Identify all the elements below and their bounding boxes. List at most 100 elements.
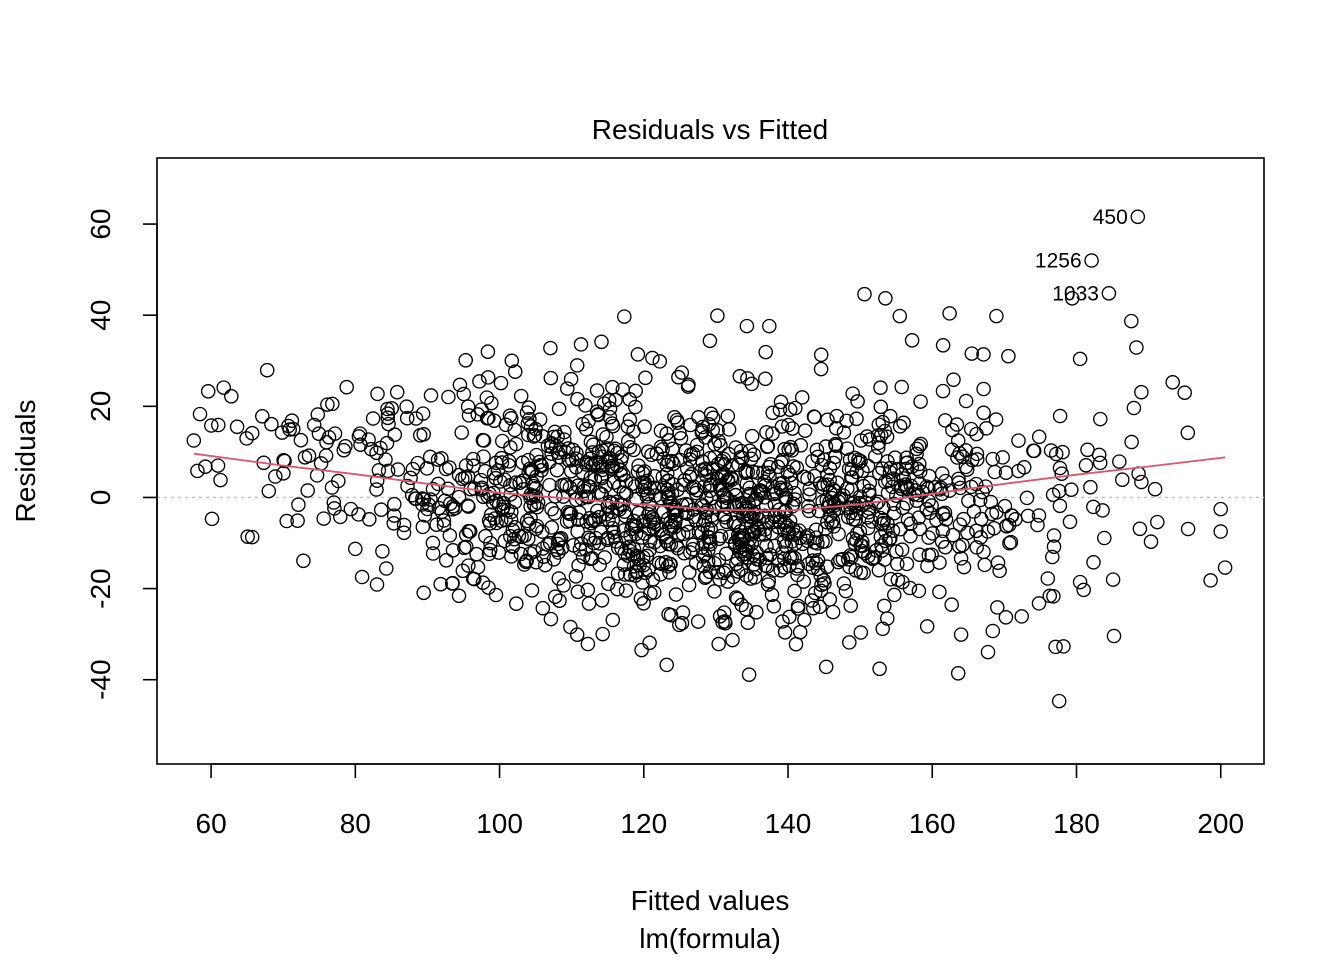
residual-point (452, 377, 468, 393)
residual-point (691, 410, 706, 425)
residual-points (186, 209, 1233, 709)
residual-point (569, 451, 584, 466)
residual-point (583, 434, 599, 450)
residual-point (543, 340, 558, 356)
residual-point (775, 545, 790, 560)
residual-point (776, 504, 792, 520)
residual-point (734, 537, 750, 552)
residual-point (429, 517, 444, 532)
residual-point (868, 449, 883, 464)
residual-point (912, 476, 927, 491)
residual-point (481, 410, 496, 426)
residual-point (716, 494, 731, 509)
residual-point (735, 501, 750, 516)
residual-point (676, 545, 692, 561)
residual-point (605, 379, 620, 395)
residual-point (580, 582, 596, 598)
residual-point (387, 496, 402, 512)
residual-point (887, 450, 903, 465)
residual-point (595, 443, 610, 458)
residual-point (872, 465, 887, 481)
residual-point (900, 512, 916, 527)
residual-point (976, 405, 991, 421)
residual-point (569, 627, 585, 642)
residual-point (781, 525, 797, 540)
residual-point (653, 567, 668, 582)
residual-point (740, 615, 756, 630)
residual-point (899, 556, 915, 572)
residual-point (535, 600, 551, 616)
residual-point (976, 381, 991, 397)
residual-point (339, 379, 354, 395)
residual-point (801, 503, 817, 519)
residual-point (913, 394, 928, 409)
residual-point (889, 461, 905, 477)
residual-point (660, 466, 675, 481)
residual-point (880, 454, 895, 469)
residual-point (576, 479, 592, 495)
residual-point (825, 604, 841, 620)
residual-point (399, 399, 414, 414)
residual-point (878, 291, 893, 306)
residual-point (777, 441, 792, 457)
residual-point (966, 504, 982, 519)
residual-point (911, 583, 927, 599)
residual-point (511, 528, 527, 544)
residual-point (521, 516, 537, 532)
residual-point (1001, 348, 1016, 364)
residual-point (919, 479, 934, 494)
residual-point (685, 537, 701, 553)
residual-point (814, 577, 829, 593)
y-tick-label: 0 (85, 490, 116, 506)
residual-point (998, 610, 1014, 625)
residual-point (771, 553, 786, 568)
residual-point (622, 412, 638, 428)
residual-point (956, 559, 972, 575)
residual-point (831, 526, 846, 542)
residual-point (717, 614, 733, 629)
residual-point (987, 464, 1003, 480)
residual-point (919, 501, 934, 517)
residual-point (681, 577, 697, 593)
residual-point (741, 667, 757, 682)
residual-point (521, 452, 536, 468)
residual-point (912, 547, 927, 562)
residual-point (793, 438, 809, 453)
residual-point (521, 400, 537, 415)
residual-point (352, 426, 368, 441)
residual-point (669, 538, 684, 553)
residual-point (674, 615, 690, 631)
residual-point (806, 543, 822, 559)
residual-point (935, 383, 951, 399)
residual-point (423, 492, 438, 507)
residual-point (933, 480, 949, 496)
residual-point (561, 452, 576, 468)
residual-point (964, 346, 980, 361)
residual-point (261, 483, 277, 499)
residual-point (816, 452, 832, 467)
residual-point (580, 636, 596, 652)
residual-point (338, 439, 353, 454)
residual-point (662, 557, 678, 572)
residual-point (532, 412, 548, 427)
x-tick-label: 60 (196, 808, 227, 839)
residual-point (198, 459, 213, 474)
residual-point (1217, 560, 1233, 575)
residual-point (842, 635, 857, 650)
residual-point (348, 541, 363, 557)
residual-point (826, 455, 841, 471)
residual-point (1093, 411, 1108, 427)
residual-point (255, 409, 270, 424)
residual-point (679, 461, 695, 476)
outlier-labels: 450 1256 1033 (1035, 206, 1128, 306)
outlier-label: 1033 (1052, 282, 1099, 305)
residual-point (742, 443, 757, 459)
residual-point (594, 593, 610, 608)
residual-point (460, 399, 476, 414)
residual-point (595, 427, 611, 442)
residual-point (946, 372, 961, 387)
residual-point (694, 463, 709, 478)
residual-point (438, 553, 454, 568)
residual-point (482, 542, 498, 558)
residual-point (494, 450, 509, 466)
